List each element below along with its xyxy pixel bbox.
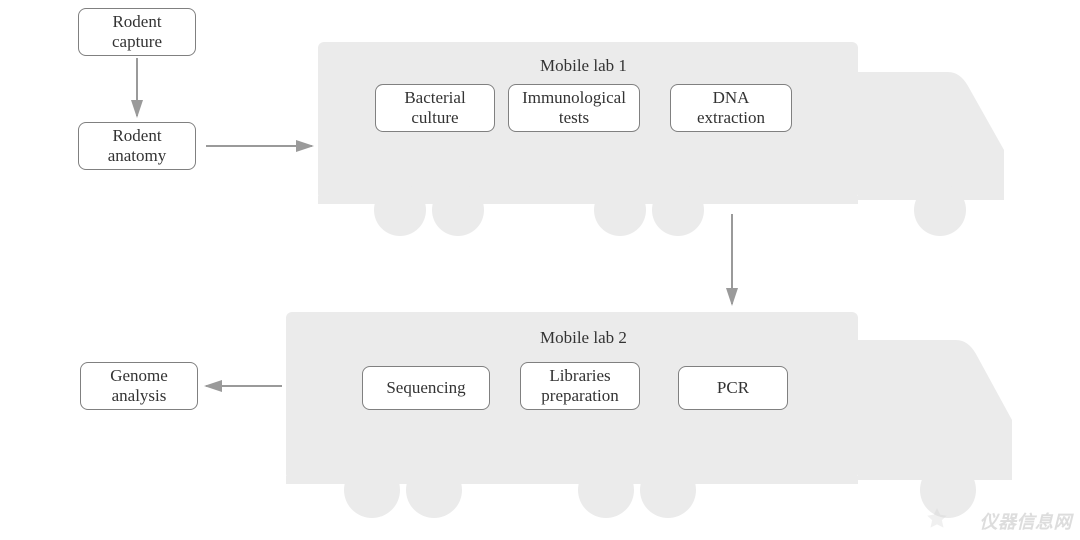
box-bacterial-culture: Bacterialculture [375,84,495,132]
truck-lab1-shape [0,0,1080,540]
watermark-text: 仪器信息网 [980,508,1073,534]
lab1-title: Mobile lab 1 [540,56,627,76]
box-label: Genomeanalysis [110,366,168,407]
lab2-title: Mobile lab 2 [540,328,627,348]
arrows-layer [0,0,1080,540]
box-pcr: PCR [678,366,788,410]
box-label: Librariespreparation [541,366,618,407]
box-genome-analysis: Genomeanalysis [80,362,198,410]
box-label: Rodentcapture [112,12,162,53]
box-label: DNAextraction [697,88,765,129]
box-label: Rodentanatomy [108,126,167,167]
box-label: Immunologicaltests [522,88,626,129]
box-immunological-tests: Immunologicaltests [508,84,640,132]
box-dna-extraction: DNAextraction [670,84,792,132]
box-label: PCR [717,378,749,398]
box-rodent-capture: Rodentcapture [78,8,196,56]
box-rodent-anatomy: Rodentanatomy [78,122,196,170]
truck-lab2-shape [0,0,1080,540]
box-label: Sequencing [386,378,465,398]
watermark-icon [924,506,950,532]
box-sequencing: Sequencing [362,366,490,410]
box-label: Bacterialculture [404,88,465,129]
box-libraries-preparation: Librariespreparation [520,362,640,410]
